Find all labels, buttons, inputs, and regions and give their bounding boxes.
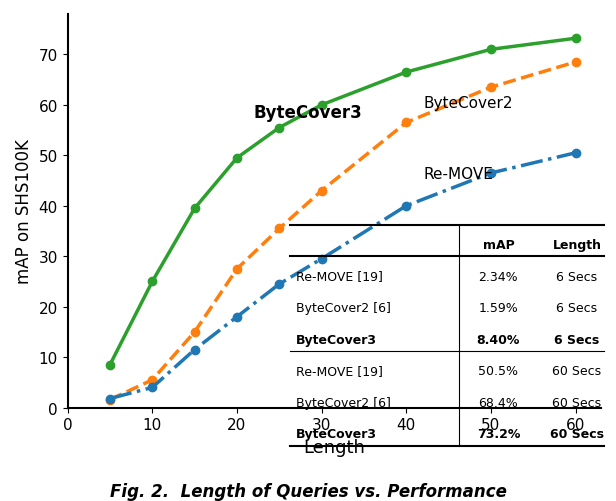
Text: 6 Secs: 6 Secs [554,333,599,346]
Text: 6 Secs: 6 Secs [556,270,598,283]
Text: 68.4%: 68.4% [479,396,518,409]
Text: 1.59%: 1.59% [479,302,518,315]
Text: 60 Secs: 60 Secs [550,427,604,440]
Text: ByteCover3: ByteCover3 [254,104,363,122]
Text: 50.5%: 50.5% [479,364,519,377]
X-axis label: Length: Length [304,438,365,456]
Text: 60 Secs: 60 Secs [553,396,602,409]
Text: 6 Secs: 6 Secs [556,302,598,315]
Text: ByteCover2 [6]: ByteCover2 [6] [296,396,391,409]
Text: 8.40%: 8.40% [477,333,520,346]
Y-axis label: mAP on SHS100K: mAP on SHS100K [15,139,33,284]
Text: Re-MOVE [19]: Re-MOVE [19] [296,364,383,377]
Text: Length: Length [553,238,601,252]
Text: ByteCover3: ByteCover3 [296,427,377,440]
Text: mAP: mAP [482,238,514,252]
Text: Re-MOVE: Re-MOVE [423,167,493,182]
Text: Fig. 2.  Length of Queries vs. Performance: Fig. 2. Length of Queries vs. Performanc… [110,482,506,500]
Text: ByteCover2 [6]: ByteCover2 [6] [296,302,391,315]
Text: ByteCover3: ByteCover3 [296,333,377,346]
Text: 60 Secs: 60 Secs [553,364,602,377]
Text: Re-MOVE [19]: Re-MOVE [19] [296,270,383,283]
Text: 2.34%: 2.34% [479,270,518,283]
Text: ByteCover2: ByteCover2 [423,96,513,111]
Text: 73.2%: 73.2% [477,427,520,440]
